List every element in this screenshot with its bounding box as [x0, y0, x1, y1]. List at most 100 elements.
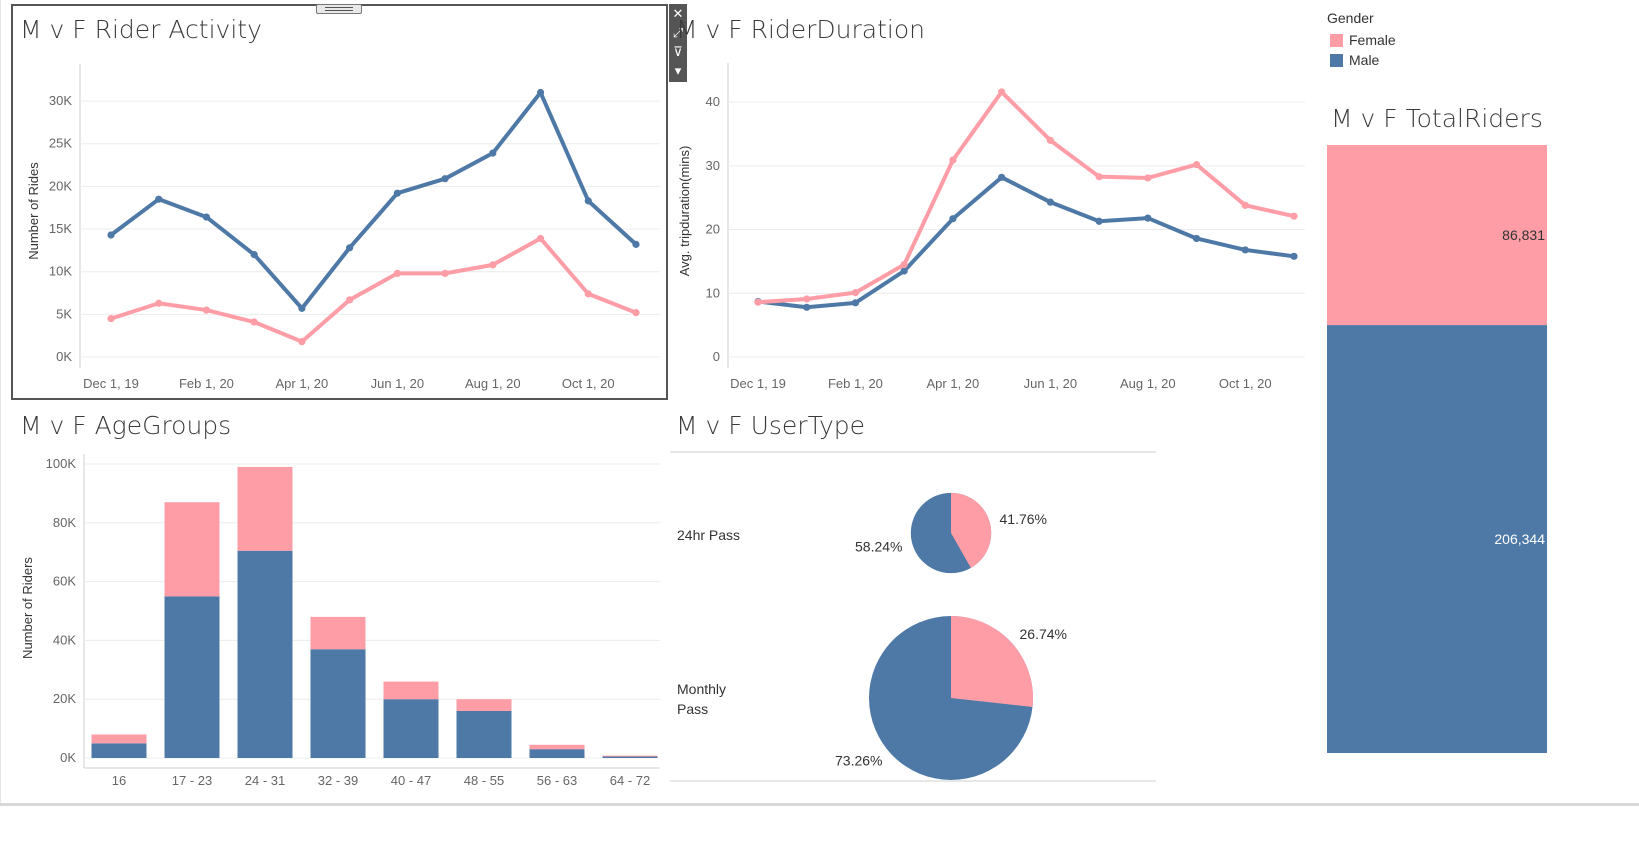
dur-male-point [851, 299, 860, 307]
female-swatch [1330, 34, 1343, 47]
legend-item-female[interactable]: Female [1330, 31, 1396, 49]
agegroups-y-tick-label: 80K [53, 515, 76, 530]
act-female-point [346, 296, 354, 304]
agegroups-x-tick-label: 48 - 55 [464, 773, 504, 788]
agegroups-bar-male [602, 756, 658, 758]
male-swatch [1330, 54, 1343, 67]
legend-title: Gender [1327, 10, 1374, 26]
dur-male-point [900, 267, 908, 275]
dur-female-point [1192, 160, 1201, 169]
dur-male-point [1095, 217, 1103, 225]
dur-x-tick-label: Feb 1, 20 [828, 376, 883, 391]
act-male-point [632, 240, 640, 248]
agegroups-bar-male [529, 749, 585, 758]
popout-icon[interactable]: ⤢ [672, 25, 684, 40]
dur-y-tick-label: 10 [706, 285, 720, 300]
act-y-tick-label: 5K [56, 306, 72, 321]
act-y-tick-label: 15K [49, 221, 72, 236]
act-male-point [441, 175, 449, 183]
act-female-point [155, 299, 163, 307]
legend-female-label: Female [1349, 32, 1396, 48]
act-female-point [489, 261, 497, 269]
total-title: M v F TotalRiders [1331, 104, 1543, 133]
act-male-point [107, 231, 115, 239]
act-x-tick-label: Jun 1, 20 [371, 376, 425, 391]
act-male-point [250, 251, 258, 259]
agegroups-bar-male [237, 550, 293, 758]
agegroups-y-tick-label: 0K [60, 750, 76, 765]
agegroups-y-tick-label: 60K [53, 574, 76, 589]
dur-male-point [1046, 198, 1054, 206]
dur-y-tick-label: 20 [706, 222, 720, 237]
dur-female-point [1144, 174, 1152, 182]
total-bars: 86,831 206,344 [1327, 145, 1547, 753]
act-female-point [536, 234, 545, 243]
agegroups-x-tick-label: 24 - 31 [245, 773, 285, 788]
dur-female-point [1241, 201, 1249, 209]
act-female-point [298, 338, 306, 346]
dur-male-point [998, 173, 1006, 181]
filter-icon[interactable]: ⊽ [673, 44, 683, 59]
usertype-pie-female-slice [951, 492, 992, 568]
total-female-label: 86,831 [1502, 227, 1545, 243]
activity-chart: 0K 5K 10K 15K 20K 25K 30K Dec 1, 19 Feb 1, 20 Ap… [26, 64, 660, 391]
dur-x-tick-label: Jun 1, 20 [1024, 376, 1078, 391]
agegroups-chart: 0K 20K 40K 60K 80K 100K 16 17 - 23 24 - 31 32 - … [20, 454, 660, 788]
dur-female-point [998, 88, 1006, 96]
dur-male-point [1144, 214, 1152, 222]
act-x-tick-label: Apr 1, 20 [276, 376, 329, 391]
dur-female-line [756, 89, 1296, 305]
act-female-point [441, 269, 449, 277]
act-male-line [109, 90, 638, 311]
legend-male-label: Male [1349, 52, 1380, 68]
usertype-row-label-24hr: 24hr Pass [677, 527, 741, 543]
agegroups-y-tick-label: 40K [53, 632, 76, 647]
act-y-tick-label: 0K [56, 349, 72, 364]
act-female-point [107, 315, 115, 323]
total-male-label: 206,344 [1494, 531, 1545, 547]
worksheet-toolbar: ✕ ⤢ ⊽ ▾ [669, 4, 687, 82]
act-male-point [298, 304, 306, 312]
dur-male-point [1290, 252, 1298, 260]
act-x-tick-label: Dec 1, 19 [83, 376, 139, 391]
agegroups-x-tick-label: 64 - 72 [610, 773, 650, 788]
legend-item-male[interactable]: Male [1330, 51, 1379, 69]
usertype-monthly-line2: Pass [677, 701, 709, 717]
usertype-female-pct-label: 41.76% [1000, 511, 1047, 527]
act-male-point [393, 189, 401, 197]
duration-title: M v F RiderDuration [676, 15, 926, 44]
act-male-point [202, 213, 211, 221]
activity-y-axis-label: Number of Rides [26, 162, 41, 260]
duration-grid [727, 63, 1305, 368]
usertype-male-pct-label: 73.26% [835, 753, 882, 769]
act-y-tick-label: 25K [49, 136, 72, 151]
dur-female-point [1046, 136, 1054, 144]
dur-male-point [1192, 234, 1201, 243]
dur-female-point [803, 295, 811, 303]
agegroups-bar-male [310, 649, 366, 758]
agegroups-bar-female [91, 734, 147, 744]
activity-series [107, 88, 640, 346]
agegroups-bar-female [602, 755, 658, 757]
total-bar-male [1327, 325, 1547, 753]
agegroups-bar-female [383, 681, 439, 700]
activity-y-ticks: 0K 5K 10K 15K 20K 25K 30K [49, 93, 72, 364]
act-x-tick-label: Aug 1, 20 [465, 376, 521, 391]
agegroups-x-tick-label: 56 - 63 [537, 773, 577, 788]
usertype-male-pct-label: 58.24% [855, 538, 902, 554]
bottom-divider [0, 803, 1639, 806]
agegroups-bar-male [456, 710, 512, 758]
duration-y-axis-label: Avg. tripduration(mins) [677, 146, 692, 277]
agegroups-title: M v F AgeGroups [20, 411, 232, 440]
activity-title: M v F Rider Activity [20, 15, 262, 44]
act-female-point [250, 318, 258, 326]
act-y-tick-label: 20K [49, 178, 72, 193]
dur-male-point [803, 303, 811, 311]
drag-handle[interactable] [316, 4, 362, 14]
close-icon[interactable]: ✕ [672, 6, 684, 21]
act-male-point [346, 244, 354, 252]
act-male-point [155, 195, 163, 203]
more-options-icon[interactable]: ▾ [674, 63, 682, 78]
left-edge-divider [0, 0, 1, 803]
agegroups-bar-male [383, 699, 439, 758]
